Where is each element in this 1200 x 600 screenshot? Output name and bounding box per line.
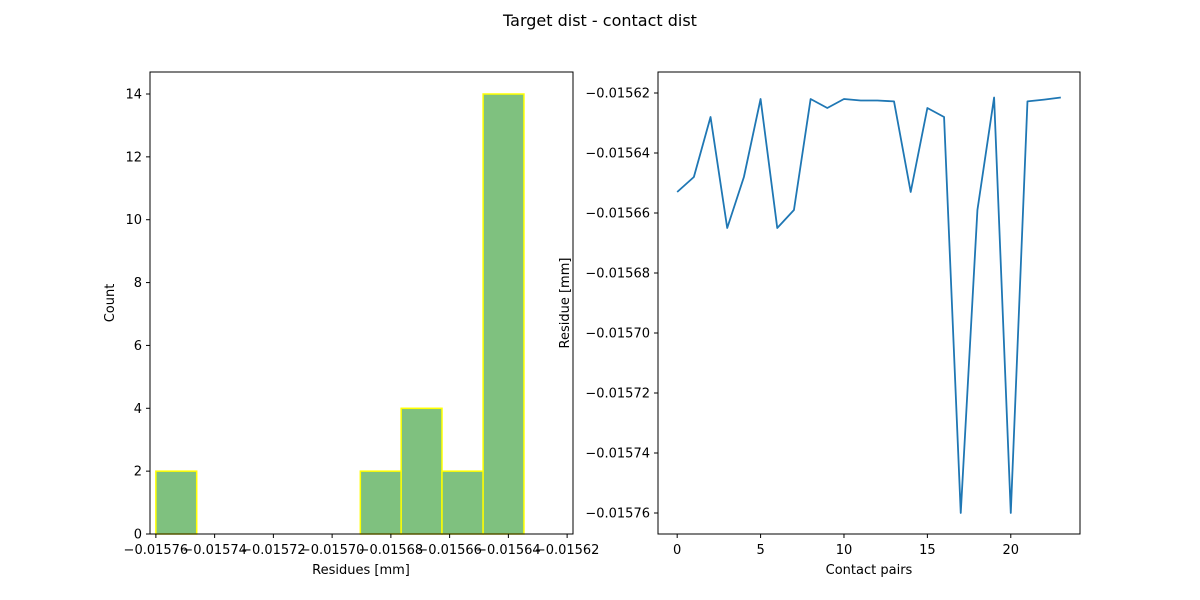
histogram-bars bbox=[155, 93, 525, 535]
line-y-axis-label: Residue [mm] bbox=[558, 258, 573, 349]
histogram-x-tick-label: −0.01576 bbox=[124, 543, 189, 558]
histogram-x-tick-label: −0.01570 bbox=[300, 543, 365, 558]
histogram-x-tick-label: −0.01566 bbox=[417, 543, 482, 558]
histogram-y-ticks: 0 2 4 6 8 10 12 14 bbox=[125, 88, 150, 543]
figure-title: Target dist - contact dist bbox=[502, 11, 697, 30]
line-y-tick-label: −0.01562 bbox=[585, 87, 650, 102]
histogram-bar bbox=[155, 470, 198, 535]
histogram-y-tick-label: 12 bbox=[125, 150, 142, 165]
line-panel: 0 5 10 15 20 −0.01562−0.01564−0.01566−0.0156… bbox=[558, 71, 1081, 578]
histogram-x-axis-label: Residues [mm] bbox=[312, 563, 410, 578]
line-y-tick-label: −0.01564 bbox=[585, 147, 650, 162]
histogram-axes-frame bbox=[149, 71, 574, 535]
histogram-y-tick-label: 6 bbox=[134, 339, 142, 354]
line-y-tick-label: −0.01568 bbox=[585, 267, 650, 282]
line-series bbox=[676, 96, 1061, 514]
line-y-tick-label: −0.01576 bbox=[585, 507, 650, 522]
line-x-axis-label: Contact pairs bbox=[826, 563, 913, 578]
histogram-x-tick-label: −0.01574 bbox=[182, 543, 247, 558]
line-x-ticks: 0 5 10 15 20 bbox=[673, 534, 1019, 558]
histogram-y-tick-label: 2 bbox=[134, 465, 142, 480]
histogram-x-tick-label: −0.01562 bbox=[535, 543, 600, 558]
histogram-y-tick-label: 14 bbox=[125, 88, 142, 103]
histogram-y-tick-label: 8 bbox=[134, 276, 142, 291]
line-x-tick-label: 0 bbox=[673, 543, 681, 558]
line-y-ticks: −0.01562 −0.01564 −0.01566 −0.01568 −0.01570… bbox=[585, 87, 658, 522]
histogram-y-axis-label: Count bbox=[103, 284, 118, 323]
line-x-tick-label: 20 bbox=[1003, 543, 1020, 558]
histogram-x-tick-label: −0.01564 bbox=[476, 543, 541, 558]
line-axes-frame bbox=[657, 71, 1081, 535]
line-y-tick-label: −0.01574 bbox=[585, 447, 650, 462]
histogram-y-tick-label: 10 bbox=[125, 213, 142, 228]
histogram-x-tick-label: −0.01572 bbox=[241, 543, 306, 558]
line-x-tick-label: 15 bbox=[919, 543, 936, 558]
line-y-tick-label: −0.01570 bbox=[585, 327, 650, 342]
line-y-tick-label: −0.01572 bbox=[585, 387, 650, 402]
histogram-y-tick-label: 0 bbox=[134, 528, 142, 543]
histogram-y-tick-label: 4 bbox=[134, 402, 142, 417]
histogram-bar bbox=[400, 407, 443, 535]
histogram-x-tick-label: −0.01568 bbox=[359, 543, 424, 558]
histogram-bar bbox=[482, 93, 525, 535]
histogram-bar bbox=[441, 470, 484, 535]
histogram-x-ticks: −0.01576−0.01574−0.01572−0.01570−0.01568… bbox=[124, 534, 600, 558]
line-x-tick-label: 5 bbox=[756, 543, 764, 558]
line-y-tick-label: −0.01566 bbox=[585, 207, 650, 222]
line-series-group bbox=[676, 96, 1061, 514]
histogram-panel: −0.01576−0.01574−0.01572−0.01570−0.01568… bbox=[103, 71, 600, 578]
line-x-tick-label: 10 bbox=[836, 543, 853, 558]
histogram-bar bbox=[359, 470, 402, 535]
